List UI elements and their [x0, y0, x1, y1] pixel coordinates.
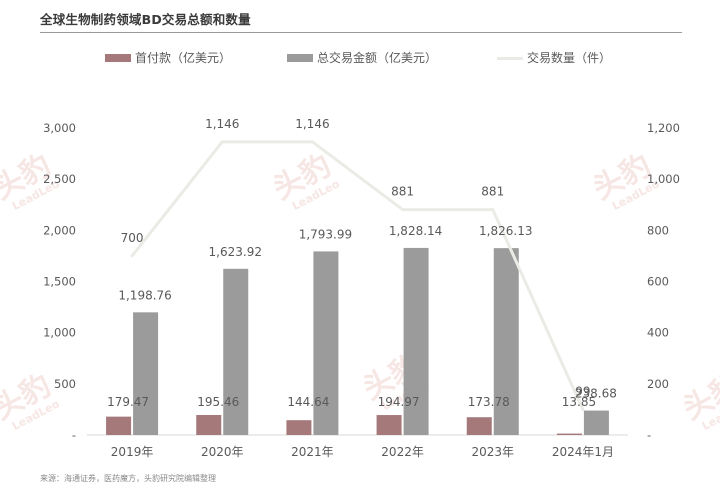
deal-count-label: 99 — [575, 385, 590, 399]
deal-count-point — [220, 140, 224, 144]
chart-title: 全球生物制药领域BD交易总额和数量 — [40, 12, 251, 27]
legend-label: 交易数量（件） — [527, 50, 611, 65]
y-left-tick-label: 3,000 — [43, 121, 76, 135]
total-value-label: 1,623.92 — [209, 245, 262, 259]
total-deal-bar — [583, 410, 609, 435]
y-left-tick-label: 1,500 — [43, 275, 76, 289]
upfront-value-label: 173.78 — [468, 395, 510, 409]
deal-count-point — [130, 254, 134, 258]
deal-count-point — [310, 140, 314, 144]
y-left-tick-label: 2,000 — [43, 223, 76, 237]
deal-count-label: 1,146 — [205, 117, 239, 131]
deal-count-label: 881 — [481, 185, 504, 199]
y-right-tick-label: - — [647, 428, 651, 442]
y-right-tick-label: 800 — [647, 223, 669, 237]
bars — [106, 247, 609, 435]
total-deal-bar — [403, 247, 429, 435]
total-value-label: 1,793.99 — [299, 227, 352, 241]
y-left-tick-label: 500 — [54, 377, 76, 391]
deal-count-label: 881 — [391, 185, 414, 199]
upfront-bar — [196, 414, 222, 435]
y-right-tick-label: 200 — [647, 377, 669, 391]
upfront-bar — [286, 420, 312, 435]
source-note: 来源：海通证券，医药魔方，头豹研究院编辑整理 — [40, 474, 216, 483]
y-left-tick-label: - — [72, 428, 76, 442]
total-deal-bar — [223, 268, 249, 435]
upfront-bar — [466, 417, 492, 435]
legend-swatch-total — [287, 54, 313, 62]
total-value-label: 1,826.13 — [479, 224, 532, 238]
deal-count-point — [581, 408, 585, 412]
y-right-tick-label: 1,200 — [647, 121, 680, 135]
total-deal-bar — [133, 312, 159, 435]
x-tick-label: 2022年 — [381, 445, 424, 459]
upfront-value-label: 179.47 — [107, 395, 149, 409]
x-tick-label: 2019年 — [111, 445, 154, 459]
y-left-tick-label: 1,000 — [43, 326, 76, 340]
y-left-tick-label: 2,500 — [43, 172, 76, 186]
x-tick-label: 2020年 — [201, 445, 244, 459]
upfront-value-label: 195.46 — [197, 395, 239, 409]
upfront-bar — [106, 416, 132, 435]
deal-count-point — [401, 208, 405, 212]
total-deal-bar — [313, 251, 339, 435]
upfront-bar — [376, 415, 402, 435]
total-value-label: 1,828.14 — [389, 224, 442, 238]
y-right-tick-label: 400 — [647, 326, 669, 340]
title-divider — [40, 32, 682, 33]
deal-count-label: 1,146 — [295, 117, 329, 131]
deal-count-label: 700 — [121, 231, 144, 245]
x-tick-label: 2023年 — [471, 445, 514, 459]
upfront-value-label: 13.85 — [562, 395, 596, 409]
x-tick-label: 2021年 — [291, 445, 334, 459]
axes: - 500 1,000 1,500 2,000 2,500 3,000 - 200 400 600 8… — [43, 121, 680, 459]
legend: 首付款（亿美元） 总交易金额（亿美元） 交易数量（件） — [105, 50, 611, 65]
deal-count-line-path — [130, 140, 585, 411]
upfront-value-label: 144.64 — [287, 395, 329, 409]
legend-swatch-deals — [497, 57, 523, 60]
deal-count-line — [130, 140, 585, 412]
upfront-value-label: 194.97 — [378, 395, 420, 409]
total-value-label: 238.68 — [575, 387, 617, 401]
y-right-tick-label: 1,000 — [647, 172, 680, 186]
y-right-tick-label: 600 — [647, 275, 669, 289]
deal-count-point — [491, 208, 495, 212]
total-deal-bar — [493, 248, 519, 435]
legend-swatch-upfront — [105, 54, 131, 62]
legend-label: 首付款（亿美元） — [135, 50, 231, 65]
data-labels: 179.47 1,198.76 195.46 1,623.92 144.64 1,793.… — [107, 117, 617, 409]
total-value-label: 1,198.76 — [118, 288, 171, 302]
upfront-bar — [556, 433, 582, 435]
x-tick-label: 2024年1月 — [552, 445, 614, 459]
legend-label: 总交易金额（亿美元） — [317, 50, 437, 65]
